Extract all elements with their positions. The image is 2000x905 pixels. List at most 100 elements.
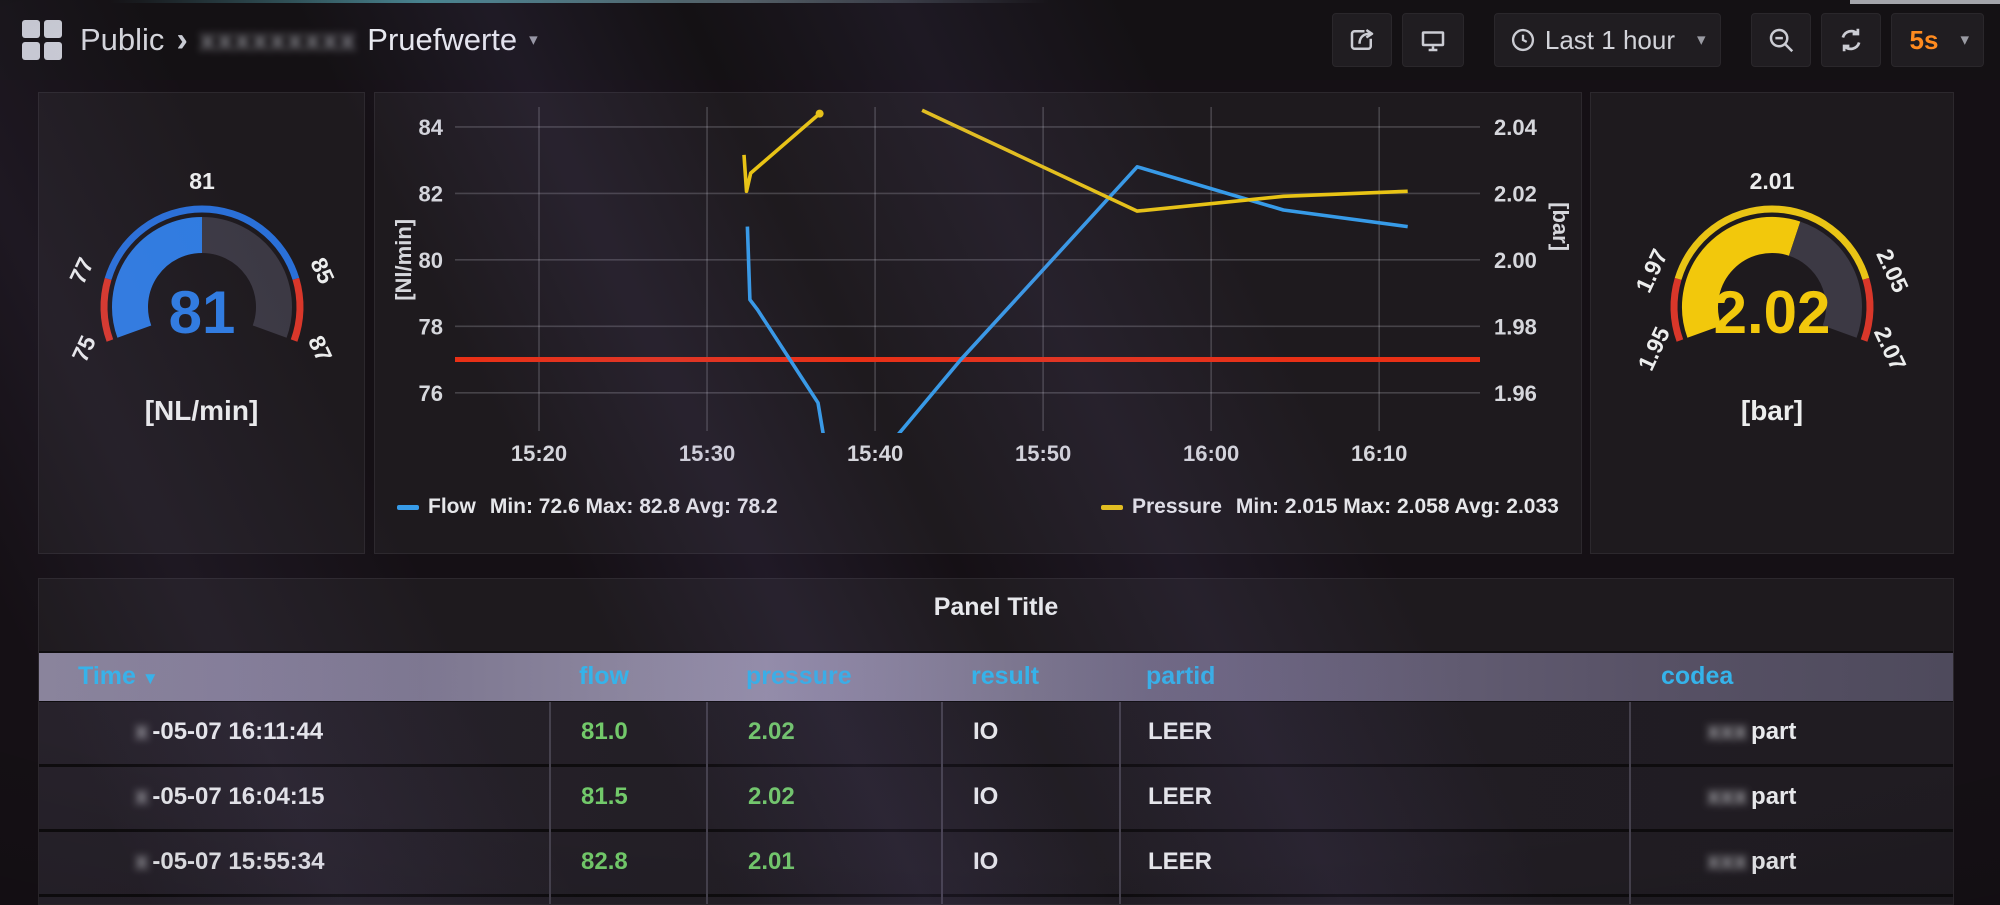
x-tick-label: 16:00	[1183, 441, 1239, 466]
column-divider	[1119, 702, 1121, 904]
cell-codea: xxx part	[1707, 848, 1797, 875]
gauge-value: 2.02	[1714, 279, 1831, 346]
legend-item-flow[interactable]: Flow Min: 72.6 Max: 82.8 Avg: 78.2	[397, 495, 778, 519]
x-tick-label: 15:40	[847, 441, 903, 466]
cell-flow: 81.0	[581, 718, 628, 745]
cell-pressure: 2.02	[748, 783, 795, 810]
column-divider	[941, 702, 943, 904]
legend-series-stats: Min: 2.015 Max: 2.058 Avg: 2.033	[1235, 495, 1559, 518]
pressure-gauge-panel: 1.95 1.97 2.01 2.05 2.07 2.02 [bar]	[1590, 92, 1954, 554]
y-right-tick-label: 1.98	[1494, 314, 1537, 339]
y-left-tick-label: 76	[419, 381, 443, 406]
legend-dash-icon	[397, 504, 419, 510]
legend-series-name[interactable]: Pressure	[1132, 495, 1222, 518]
y-left-axis-label: [Nl/min]	[391, 219, 416, 301]
x-tick-label: 15:30	[679, 441, 735, 466]
redaction-smudge: xxx	[1707, 783, 1748, 810]
gauge-value: 81	[168, 279, 235, 346]
column-divider	[706, 702, 708, 904]
monitor-icon	[1421, 31, 1445, 52]
x-tick-label: 15:20	[511, 441, 567, 466]
breadcrumb-folder[interactable]: Public	[80, 22, 165, 57]
y-left-tick-label: 82	[419, 181, 443, 206]
legend-item-pressure[interactable]: Pressure Min: 2.015 Max: 2.058 Avg: 2.033	[1101, 495, 1559, 519]
top-nav-bar: Public › xxxxxxxxx Pruefwerte ▾	[0, 0, 2000, 80]
zoom-out-button[interactable]	[1750, 13, 1811, 67]
breadcrumb-obscured-text: xxxxxxxxx	[199, 22, 358, 57]
table-body: x -05-07 16:11:44 81.0 2.02 IO LEER xxx part x -0…	[39, 702, 1953, 904]
bezel-corner-reflection	[1850, 0, 2000, 4]
refresh-interval-label: 5s	[1909, 24, 1939, 55]
cell-time: x -05-07 16:11:44	[135, 718, 324, 745]
share-icon	[1350, 28, 1374, 50]
refresh-button[interactable]	[1820, 13, 1881, 67]
gauge-tick-label: 81	[189, 168, 215, 194]
column-header-time[interactable]: Time ▼	[78, 662, 159, 690]
grid-square	[22, 42, 40, 60]
time-range-caret-icon: ▾	[1696, 30, 1706, 49]
zoom-out-icon	[1769, 28, 1793, 53]
redaction-smudge: x	[135, 783, 149, 810]
breadcrumb: Public › xxxxxxxxx Pruefwerte ▾	[80, 21, 538, 60]
x-tick-label: 15:50	[1015, 441, 1071, 466]
timeseries-panel[interactable]: 84 82 80 78 76 2.04 2.02 2.00 1.98 1.96 15:20 15:30…	[374, 92, 1582, 554]
cell-codea: xxx part	[1707, 783, 1797, 810]
column-divider	[1629, 702, 1631, 904]
column-header-pressure[interactable]: pressure	[746, 662, 852, 690]
column-header-flow[interactable]: flow	[579, 662, 629, 690]
legend-series-stats: Min: 72.6 Max: 82.8 Avg: 78.2	[489, 495, 778, 518]
gauge-track-arc	[1788, 221, 1862, 338]
pressure-gauge: 1.95 1.97 2.01 2.05 2.07 2.02	[1630, 168, 1914, 375]
gauge-value-arc	[111, 217, 203, 338]
redaction-smudge: x	[135, 718, 149, 745]
time-range-picker[interactable]: Last 1 hour ▾	[1493, 13, 1721, 67]
gauge-tick-label: 1.97	[1630, 245, 1672, 297]
gauge-tick-label: 1.95	[1632, 323, 1675, 375]
gauge-value-arc	[1682, 217, 1801, 338]
gauge-tick-label: 2.01	[1750, 168, 1795, 194]
dashboard-title[interactable]: Pruefwerte	[367, 22, 518, 57]
refresh-interval-picker[interactable]: 5s ▾	[1890, 13, 1984, 67]
legend-series-name[interactable]: Flow	[428, 495, 476, 518]
column-header-partid[interactable]: partid	[1146, 662, 1216, 690]
table-row: x -05-07 16:11:44 81.0 2.02 IO LEER xxx part	[39, 702, 1953, 767]
gauge-track-arc	[200, 217, 292, 338]
legend-dash-icon	[1101, 504, 1123, 510]
table-header-row: Time ▼ flow pressure result partid codea	[39, 651, 1953, 704]
cell-flow: 81.5	[581, 783, 628, 810]
dashboard-caret-icon[interactable]: ▾	[529, 30, 538, 49]
grid-square	[44, 42, 62, 60]
gauge-tick-label: 85	[305, 254, 339, 288]
column-header-result[interactable]: result	[971, 662, 1040, 690]
cell-partid: LEER	[1148, 848, 1213, 875]
cell-pressure: 2.01	[748, 848, 795, 875]
share-button[interactable]	[1331, 13, 1392, 67]
grid-square	[44, 20, 62, 38]
column-header-codea[interactable]: codea	[1661, 662, 1734, 690]
gauge-threshold-arc	[104, 205, 299, 280]
refresh-interval-caret-icon: ▾	[1960, 30, 1969, 49]
gauge-threshold-arc	[100, 277, 113, 342]
table-panel-title: Panel Title	[933, 593, 1059, 621]
flow-gauge: 75 77 81 85 87 81	[64, 168, 340, 366]
flow-gauge-unit-label: [NL/min]	[144, 395, 259, 426]
y-right-tick-label: 2.04	[1494, 115, 1538, 140]
grid-square	[22, 20, 40, 38]
tv-mode-button[interactable]	[1401, 13, 1464, 67]
y-right-tick-label: 1.96	[1494, 381, 1537, 406]
gauge-tick-label: 77	[64, 254, 98, 288]
cell-partid: LEER	[1148, 783, 1213, 810]
time-range-label: Last 1 hour	[1544, 24, 1675, 55]
redaction-smudge: xxx	[1707, 848, 1748, 875]
y-left-tick-label: 80	[419, 248, 443, 273]
flow-gauge-panel: 75 77 81 85 87 81 [NL/min]	[38, 92, 365, 554]
gauge-tick-label: 75	[66, 331, 100, 365]
gauge-tick-label: 2.05	[1871, 245, 1914, 297]
gauge-tick-label: 87	[303, 332, 337, 366]
cell-flow: 82.8	[581, 848, 628, 875]
gauge-threshold-arc	[1860, 277, 1874, 342]
gauge-threshold-arc	[1674, 205, 1870, 280]
dashboards-grid-icon[interactable]	[22, 20, 62, 60]
refresh-icon	[1841, 28, 1860, 52]
